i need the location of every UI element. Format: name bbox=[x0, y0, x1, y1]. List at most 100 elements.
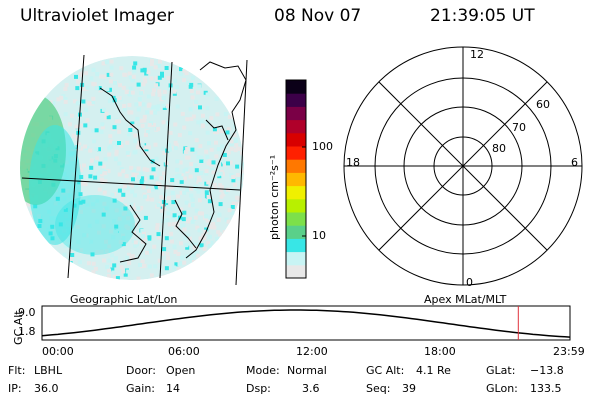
emission-pixel bbox=[185, 169, 190, 174]
emission-pixel bbox=[131, 168, 136, 173]
emission-pixel bbox=[43, 140, 47, 145]
emission-pixel bbox=[172, 89, 177, 94]
emission-pixel bbox=[199, 159, 204, 163]
emission-pixel bbox=[193, 163, 198, 168]
emission-pixel bbox=[53, 125, 58, 130]
colorbar-tick-10: 10 bbox=[312, 229, 326, 242]
emission-pixel bbox=[193, 150, 198, 155]
emission-pixel bbox=[114, 118, 119, 123]
emission-pixel bbox=[217, 174, 222, 179]
emission-pixel bbox=[139, 171, 144, 176]
emission-pixel bbox=[178, 160, 183, 165]
emission-pixel bbox=[91, 270, 96, 275]
emission-pixel bbox=[224, 190, 229, 195]
emission-pixel bbox=[103, 171, 108, 176]
emission-pixel bbox=[161, 202, 166, 207]
emission-pixel bbox=[161, 202, 165, 207]
emission-pixel bbox=[78, 146, 83, 151]
emission-pixel bbox=[144, 147, 149, 152]
emission-pixel bbox=[172, 263, 177, 268]
emission-pixel bbox=[112, 198, 117, 203]
emission-pixel bbox=[92, 139, 97, 144]
emission-pixel bbox=[83, 123, 88, 128]
emission-pixel bbox=[133, 133, 138, 138]
colorbar-unit-label: photon cm⁻²s⁻¹ bbox=[268, 154, 281, 240]
emission-pixel bbox=[179, 176, 184, 181]
emission-pixel bbox=[53, 144, 58, 149]
emission-pixel bbox=[172, 222, 176, 227]
emission-pixel bbox=[75, 248, 80, 253]
emission-pixel bbox=[226, 127, 231, 132]
emission-pixel bbox=[93, 175, 98, 180]
emission-pixel bbox=[188, 217, 193, 221]
emission-pixel bbox=[199, 243, 204, 248]
emission-pixel bbox=[182, 168, 187, 173]
emission-pixel bbox=[47, 168, 52, 173]
emission-pixel bbox=[158, 59, 162, 64]
emission-pixel bbox=[89, 165, 94, 170]
emission-pixel bbox=[147, 264, 152, 269]
emission-pixel bbox=[193, 184, 198, 189]
emission-pixel bbox=[218, 171, 223, 176]
emission-pixel bbox=[48, 187, 53, 191]
emission-pixel bbox=[146, 70, 151, 75]
emission-pixel bbox=[216, 230, 221, 235]
emission-pixel bbox=[121, 211, 126, 216]
emission-pixel bbox=[29, 210, 34, 215]
emission-pixel bbox=[198, 144, 203, 149]
emission-pixel bbox=[38, 219, 43, 223]
emission-pixel bbox=[102, 190, 107, 195]
emission-pixel bbox=[88, 178, 93, 183]
emission-pixel bbox=[109, 229, 113, 234]
emission-pixel bbox=[126, 269, 131, 274]
emission-pixel bbox=[36, 148, 41, 152]
emission-pixel bbox=[196, 155, 201, 160]
emission-pixel bbox=[177, 210, 182, 215]
emission-pixel bbox=[59, 159, 64, 164]
emission-pixel bbox=[137, 174, 141, 179]
emission-pixel bbox=[121, 85, 126, 90]
emission-pixel bbox=[143, 79, 148, 84]
emission-pixel bbox=[108, 144, 113, 149]
emission-pixel bbox=[114, 149, 119, 154]
emission-pixel bbox=[119, 143, 124, 148]
emission-pixel bbox=[156, 232, 161, 237]
emission-pixel bbox=[106, 115, 111, 120]
emission-pixel bbox=[129, 110, 134, 115]
emission-pixel bbox=[112, 125, 117, 130]
emission-pixel bbox=[132, 68, 137, 73]
emission-pixel bbox=[64, 82, 69, 87]
emission-pixel bbox=[112, 141, 117, 145]
emission-pixel bbox=[85, 118, 90, 123]
emission-pixel bbox=[226, 150, 231, 155]
emission-pixel bbox=[130, 183, 135, 188]
emission-pixel bbox=[121, 269, 126, 274]
emission-pixel bbox=[196, 176, 201, 180]
emission-pixel bbox=[131, 74, 136, 79]
emission-pixel bbox=[242, 182, 244, 187]
emission-pixel bbox=[128, 86, 133, 91]
emission-pixel bbox=[164, 203, 169, 208]
emission-pixel bbox=[209, 147, 214, 152]
emission-pixel bbox=[44, 166, 48, 171]
colorbar-segment bbox=[286, 159, 306, 173]
emission-pixel bbox=[137, 207, 142, 212]
emission-pixel bbox=[47, 190, 52, 194]
emission-pixel bbox=[233, 141, 238, 146]
emission-pixel bbox=[142, 192, 147, 197]
altitude-xtick-1: 06:00 bbox=[168, 345, 200, 358]
emission-pixel bbox=[143, 184, 148, 189]
emission-pixel bbox=[100, 166, 105, 170]
emission-pixel bbox=[127, 71, 132, 76]
emission-pixel bbox=[93, 159, 98, 164]
emission-pixel bbox=[164, 161, 169, 166]
emission-pixel bbox=[166, 104, 171, 109]
emission-pixel bbox=[91, 207, 96, 212]
emission-pixel bbox=[107, 268, 112, 273]
emission-pixel bbox=[104, 206, 109, 211]
emission-pixel bbox=[78, 192, 83, 197]
emission-pixel bbox=[126, 216, 130, 221]
emission-pixel bbox=[130, 189, 135, 194]
emission-pixel bbox=[215, 236, 220, 241]
emission-pixel bbox=[95, 219, 100, 224]
